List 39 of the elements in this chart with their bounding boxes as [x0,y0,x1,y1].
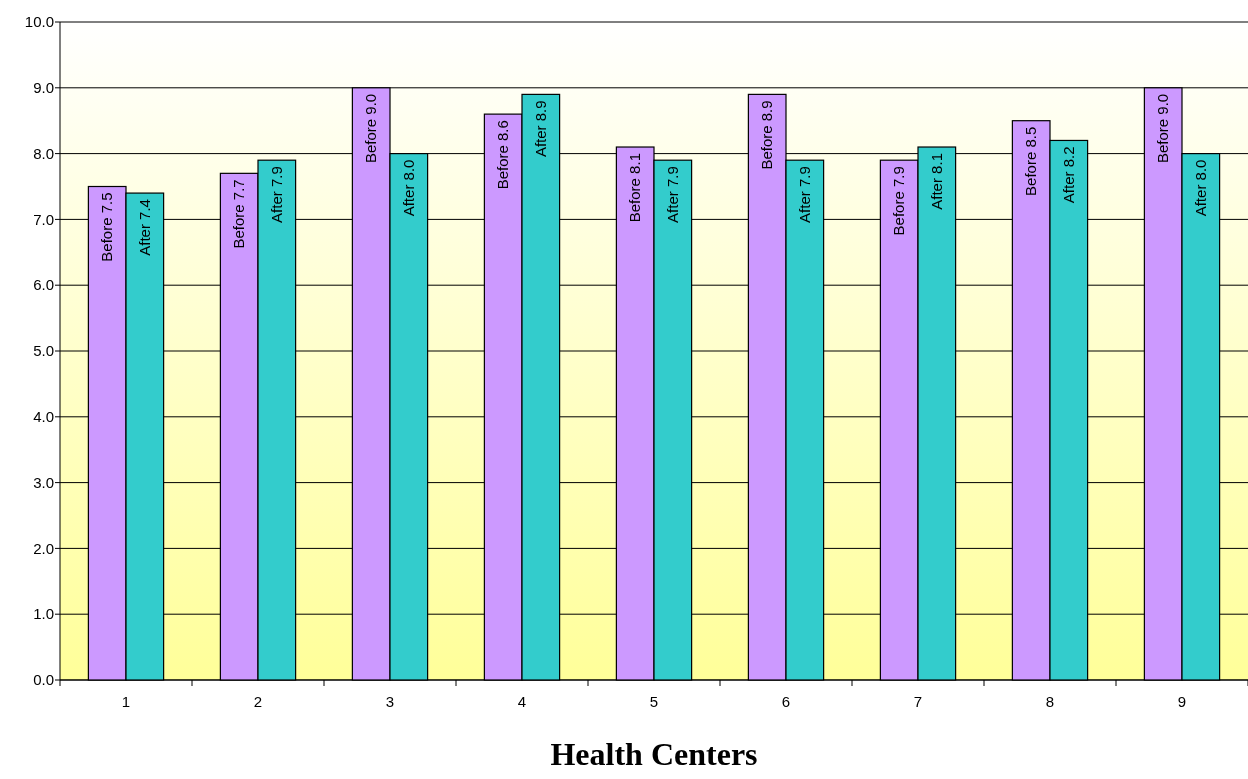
y-tick-label: 3.0 [33,473,54,491]
x-axis-title: Health Centers [550,736,758,772]
data-label: Before 7.7 [230,179,248,249]
data-label: After 8.1 [927,153,945,210]
x-tick-label: 3 [385,693,395,710]
data-label: Before 8.1 [626,153,644,223]
data-label: Before 9.0 [362,93,380,164]
y-tick-label: 0.0 [33,671,54,689]
data-label: After 8.9 [531,100,549,158]
x-tick-label: 6 [781,693,791,710]
y-tick-label: 5.0 [33,342,54,360]
y-tick-label: 9.0 [33,79,54,97]
y-tick-label: 4.0 [33,408,54,426]
y-tick-label: 10.0 [24,13,54,31]
data-label: Before 8.5 [1022,126,1040,196]
x-tick-label: 2 [253,693,263,710]
y-tick-label: 1.0 [33,605,54,623]
y-tick-label: 8.0 [33,144,54,162]
data-label: After 7.9 [267,166,285,223]
data-label: Before 7.5 [98,192,116,262]
x-tick-label: 9 [1177,693,1187,710]
data-label: After 8.2 [1059,146,1077,204]
data-label: Before 7.9 [890,166,908,236]
x-tick-label: 4 [517,693,527,710]
x-tick-label: 5 [649,693,659,710]
data-label: Before 9.0 [1154,93,1172,164]
data-label: After 7.9 [795,166,813,223]
data-label: After 7.9 [663,166,681,223]
x-tick-label: 7 [913,693,923,710]
y-tick-label: 2.0 [33,539,54,557]
data-label: Before 8.9 [758,100,776,170]
x-tick-label: 8 [1045,693,1055,710]
data-label: After 8.0 [1191,159,1209,217]
data-label: Before 8.6 [494,120,512,190]
data-label: After 8.0 [399,159,417,217]
data-label: After 7.4 [135,199,153,256]
y-tick-label: 6.0 [33,276,54,294]
y-tick-label: 7.0 [33,210,54,228]
x-tick-label: 1 [121,693,131,710]
